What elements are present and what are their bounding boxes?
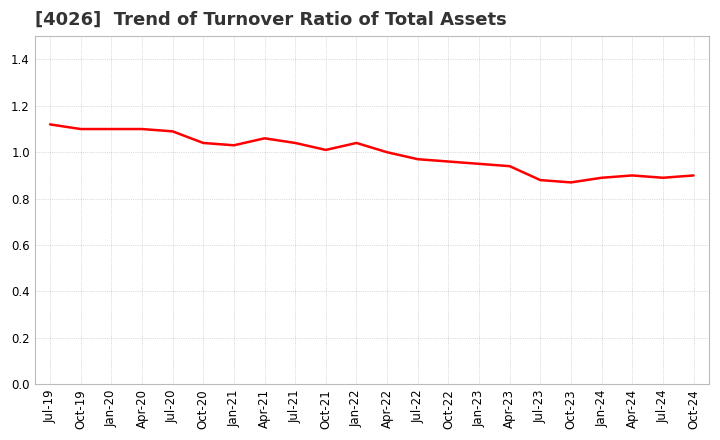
Text: [4026]  Trend of Turnover Ratio of Total Assets: [4026] Trend of Turnover Ratio of Total … xyxy=(35,11,506,29)
